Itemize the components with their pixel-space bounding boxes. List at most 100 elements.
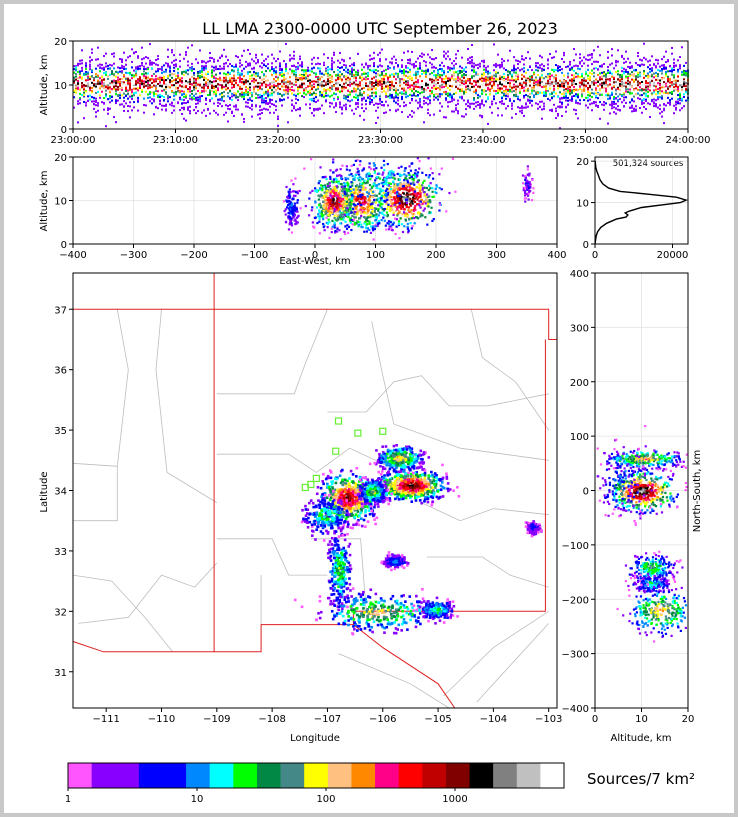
source-density-cell [387,220,391,223]
source-density-cell [479,102,481,105]
source-density-cell [571,84,573,87]
source-density-cell [305,72,307,75]
source-density-cell [275,71,277,74]
source-density-cell [396,188,399,191]
source-density-cell [73,96,75,99]
source-density-cell [73,77,75,80]
source-density-cell [151,62,153,65]
source-density-cell [209,112,211,115]
source-density-cell [445,82,447,85]
source-density-cell [637,64,639,67]
source-density-cell [105,62,107,65]
source-density-cell [406,225,409,229]
source-density-cell [241,78,243,81]
source-density-cell [115,85,117,88]
source-density-cell [239,92,241,95]
source-density-cell [505,94,507,97]
source-density-cell [529,80,531,83]
source-density-cell [569,86,571,89]
source-density-cell [553,87,555,90]
source-density-cell [339,103,341,106]
source-density-cell [377,79,379,82]
source-density-cell [293,89,295,92]
source-density-cell [137,67,139,70]
source-density-cell [370,195,373,198]
source-density-cell [585,104,587,107]
source-density-cell [265,99,267,102]
source-density-cell [237,56,239,59]
source-density-cell [143,82,145,85]
source-density-cell [141,83,143,86]
source-density-cell [213,102,215,105]
source-density-cell [653,102,655,105]
source-density-cell [375,217,378,220]
source-density-cell [406,213,409,217]
source-density-cell [423,99,425,102]
source-density-cell [369,86,371,89]
source-density-cell [473,102,475,105]
source-density-cell [657,98,659,101]
source-density-cell [563,60,565,63]
source-density-cell [409,71,411,74]
source-density-cell [327,78,329,81]
source-density-cell [207,83,209,86]
source-density-cell [483,104,485,107]
source-density-cell [87,82,89,85]
source-density-cell [125,87,127,90]
source-density-cell [99,86,101,89]
source-density-cell [331,66,333,69]
source-density-cell [395,194,399,197]
source-density-cell [287,88,289,91]
source-density-cell [539,66,541,69]
source-density-cell [663,91,665,94]
source-density-cell [249,86,251,89]
source-density-cell [385,85,387,88]
source-density-cell [161,83,163,86]
source-density-cell [519,87,521,90]
source-density-cell [402,187,405,191]
source-density-cell [317,107,319,110]
source-density-cell [381,104,383,107]
source-density-cell [337,88,339,91]
source-density-cell [523,67,525,70]
source-density-cell [511,90,513,93]
source-density-cell [139,76,141,79]
source-density-cell [211,65,213,68]
source-density-cell [337,69,339,72]
source-density-cell [567,87,569,90]
source-density-cell [521,106,523,109]
source-density-cell [455,53,457,56]
source-density-cell [131,77,133,80]
source-density-cell [525,102,527,105]
source-density-cell [549,78,551,81]
source-density-cell [457,99,459,102]
source-density-cell [587,86,589,89]
source-density-cell [412,173,415,177]
source-density-cell [621,85,623,88]
source-density-cell [587,68,589,71]
source-density-cell [403,208,406,211]
source-density-cell [428,195,431,198]
source-density-cell [205,81,207,84]
source-density-cell [187,88,189,91]
source-density-cell [161,76,163,79]
source-density-cell [543,68,545,71]
source-density-cell [627,75,629,78]
source-density-cell [189,88,191,91]
source-density-cell [633,79,635,82]
source-density-cell [139,67,141,70]
source-density-cell [361,103,363,106]
source-density-cell [591,88,593,91]
source-density-cell [181,77,183,80]
source-density-cell [173,59,175,62]
source-density-cell [569,60,571,63]
source-density-cell [569,67,571,70]
source-density-cell [489,90,491,93]
source-density-cell [309,73,311,76]
source-density-cell [517,73,519,76]
source-density-cell [613,103,615,106]
source-density-cell [165,91,167,94]
source-density-cell [73,71,75,74]
source-density-cell [603,71,605,74]
source-density-cell [251,95,253,98]
